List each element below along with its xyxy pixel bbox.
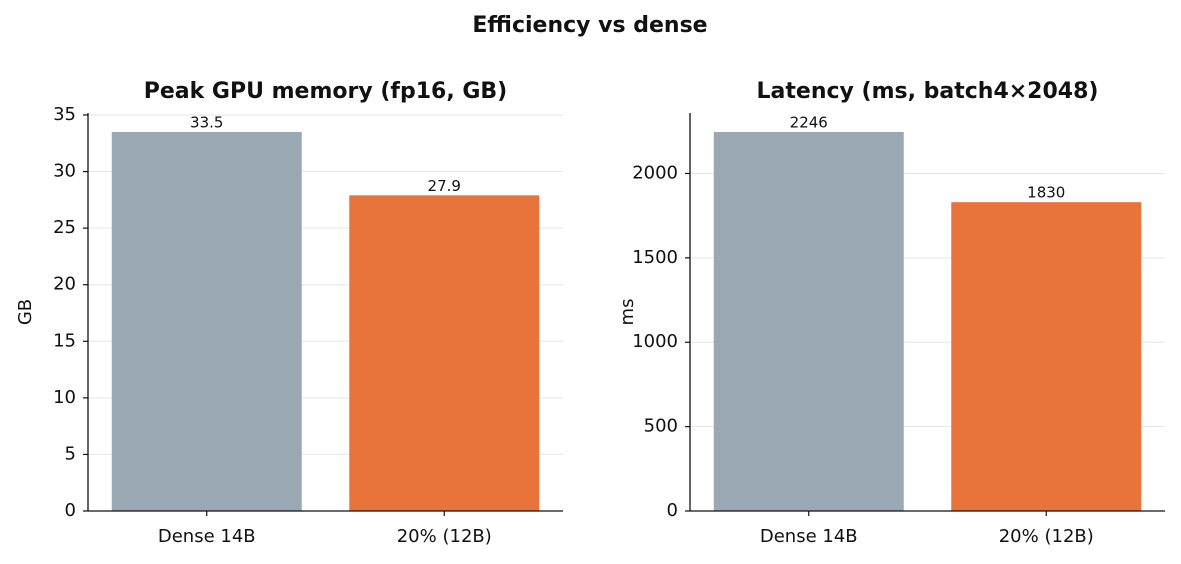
y-tick-label: 30: [53, 161, 76, 182]
y-tick-label: 0: [65, 500, 76, 521]
value-label: 33.5: [190, 113, 223, 131]
y-tick-label: 5: [65, 443, 76, 464]
y-tick-label: 10: [53, 387, 76, 408]
value-label: 27.9: [428, 177, 461, 195]
x-tick-label: 20% (12B): [397, 526, 492, 547]
y-tick-label: 0: [667, 500, 678, 521]
value-label: 1830: [1027, 184, 1065, 202]
chart-title: Peak GPU memory (fp16, GB): [144, 79, 508, 104]
y-tick-label: 35: [53, 104, 76, 125]
y-tick-label: 1500: [632, 247, 678, 268]
bar: [349, 195, 540, 512]
y-tick-label: 25: [53, 217, 76, 238]
x-tick-label: Dense 14B: [760, 526, 858, 547]
y-axis-label: GB: [15, 299, 36, 325]
y-axis-label: ms: [617, 299, 638, 326]
y-tick-label: 1000: [632, 331, 678, 352]
value-label: 2246: [790, 113, 828, 131]
bar: [111, 131, 302, 511]
y-tick-label: 20: [53, 274, 76, 295]
bar: [951, 202, 1142, 512]
y-tick-label: 500: [644, 416, 678, 437]
bar: [713, 131, 904, 511]
x-tick-label: Dense 14B: [158, 526, 256, 547]
figure-title: Efficiency vs dense: [472, 13, 707, 38]
y-tick-label: 2000: [632, 162, 678, 183]
x-tick-label: 20% (12B): [999, 526, 1094, 547]
chart-title: Latency (ms, batch4×2048): [757, 79, 1099, 104]
y-tick-label: 15: [53, 330, 76, 351]
